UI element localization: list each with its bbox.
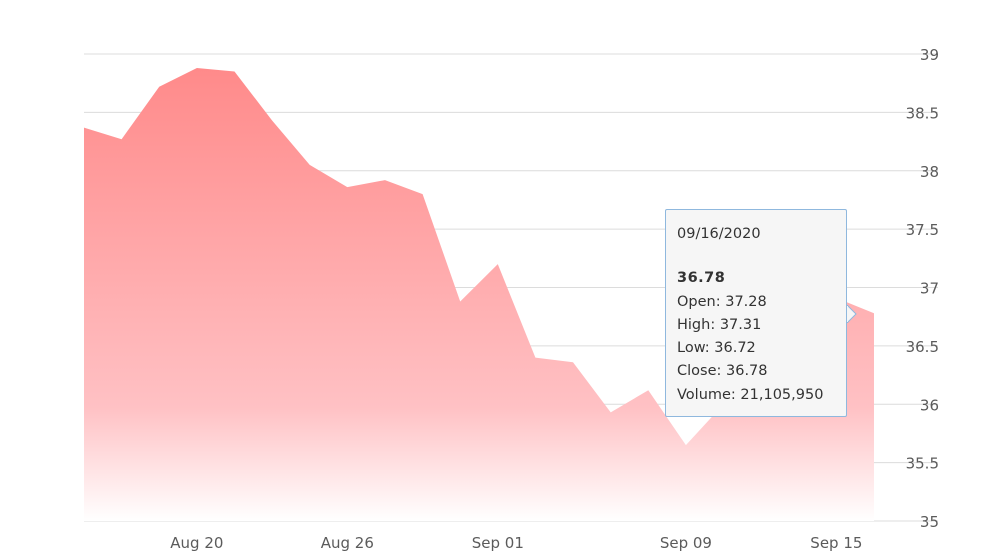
y-tick-label: 38 (920, 163, 939, 181)
x-axis-ticks: Aug 20 Aug 26 Sep 01 Sep 09 Sep 15 (170, 534, 862, 552)
y-tick-label: 37 (920, 280, 939, 298)
y-tick-label: 36.5 (906, 338, 939, 356)
y-tick-label: 35.5 (906, 455, 939, 473)
y-tick-label: 36 (920, 396, 939, 414)
tooltip-high: High: 37.31 (677, 316, 762, 333)
tooltip-price: 36.78 (677, 270, 726, 287)
y-tick-label: 37.5 (906, 221, 939, 239)
price-area (84, 68, 874, 521)
tooltip-pointer-icon (847, 305, 857, 323)
x-tick-label: Aug 20 (170, 534, 223, 552)
tooltip-low: Low: 36.72 (677, 340, 756, 357)
price-area-series (84, 68, 874, 521)
x-tick-label: Sep 15 (810, 534, 862, 552)
y-axis-ticks: 35 35.5 36 36.5 37 37.5 38 38.5 39 (906, 46, 939, 531)
x-tick-label: Aug 26 (321, 534, 374, 552)
price-tooltip: 09/16/2020 36.78 Open: 37.28 High: 37.31… (665, 209, 847, 417)
tooltip-date: 09/16/2020 (677, 226, 761, 242)
y-tick-label: 38.5 (906, 104, 939, 122)
tooltip-close: Close: 36.78 (677, 363, 768, 380)
y-tick-label: 35 (920, 513, 939, 531)
tooltip-open: Open: 37.28 (677, 293, 767, 310)
y-tick-label: 39 (920, 46, 939, 64)
x-tick-label: Sep 09 (660, 534, 712, 552)
x-tick-label: Sep 01 (472, 534, 524, 552)
tooltip-volume: Volume: 21,105,950 (677, 386, 824, 403)
